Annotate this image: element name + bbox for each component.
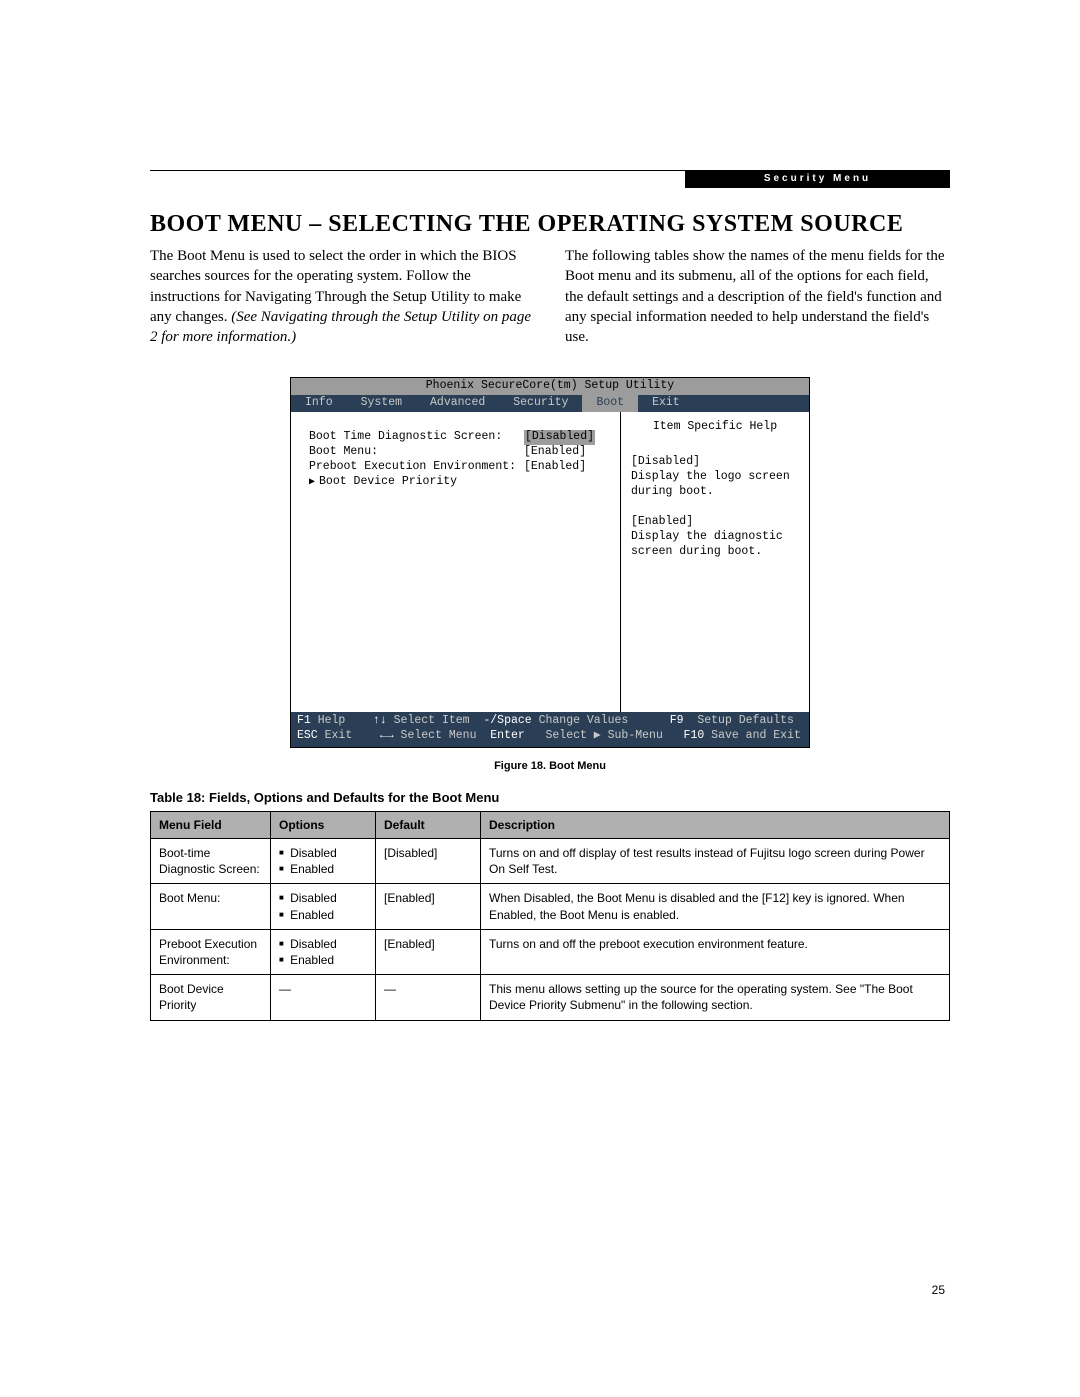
intro-right-text: The following tables show the names of t…: [565, 246, 950, 347]
cell-options: DisabledEnabled: [271, 839, 376, 884]
cell-description: This menu allows setting up the source f…: [481, 975, 950, 1020]
bios-footer-text: Select Menu: [394, 729, 491, 744]
bios-footer-text: Save and Exit: [704, 729, 801, 744]
bios-left-pane: Boot Time Diagnostic Screen:[Disabled]Bo…: [291, 412, 621, 712]
cell-description: When Disabled, the Boot Menu is disabled…: [481, 884, 950, 929]
page-number: 25: [932, 1283, 945, 1297]
option-item: Enabled: [279, 952, 367, 968]
cell-menu-field: Preboot Execution Environment:: [151, 929, 271, 974]
bios-setting-label: Boot Menu:: [309, 445, 524, 460]
bios-footer-text: Select Item: [387, 714, 484, 729]
table-row: Boot Menu:DisabledEnabled[Enabled]When D…: [151, 884, 950, 929]
cell-default: [Enabled]: [376, 929, 481, 974]
bios-setting-value: [Enabled]: [524, 460, 586, 475]
cell-menu-field: Boot Menu:: [151, 884, 271, 929]
bios-footer-text: Setup Defaults: [684, 714, 794, 729]
cell-menu-field: Boot Device Priority: [151, 975, 271, 1020]
option-item: Enabled: [279, 861, 367, 877]
cell-description: Turns on and off the preboot execution e…: [481, 929, 950, 974]
bios-footer-text: Exit: [318, 729, 380, 744]
option-item: Disabled: [279, 936, 367, 952]
cell-default: [Enabled]: [376, 884, 481, 929]
bios-footer-key: ↑↓: [373, 714, 387, 729]
table-header-cell: Menu Field: [151, 812, 271, 839]
bios-help-line: [631, 500, 799, 515]
cell-options: —: [271, 975, 376, 1020]
bios-setting-value: [Disabled]: [524, 430, 595, 445]
bios-setting-row: Boot Time Diagnostic Screen:[Disabled]: [309, 430, 612, 445]
table-header-cell: Description: [481, 812, 950, 839]
bios-footer-key: F1: [297, 714, 311, 729]
bios-footer-key: ESC: [297, 729, 318, 744]
cell-menu-field: Boot-time Diagnostic Screen:: [151, 839, 271, 884]
bios-footer-key: F10: [684, 729, 705, 744]
bios-footer-key: F9: [670, 714, 684, 729]
bios-tab: Exit: [638, 395, 694, 412]
bios-footer-text: Change Values: [532, 714, 670, 729]
bios-tab: Advanced: [416, 395, 499, 412]
bios-tab: Info: [291, 395, 347, 412]
figure-caption: Figure 18. Boot Menu: [150, 760, 950, 772]
boot-menu-table: Menu FieldOptionsDefaultDescription Boot…: [150, 811, 950, 1021]
page-title: BOOT MENU – SELECTING THE OPERATING SYST…: [150, 211, 950, 238]
bios-help-title: Item Specific Help: [631, 420, 799, 435]
bios-footer-key: ←→: [380, 729, 394, 744]
table-header-cell: Default: [376, 812, 481, 839]
bios-footer-text: Select ▶ Sub-Menu: [525, 729, 684, 744]
bios-title: Phoenix SecureCore(tm) Setup Utility: [291, 378, 809, 395]
bios-tab-bar: InfoSystemAdvancedSecurityBootExit: [291, 395, 809, 412]
bios-tab: Boot: [582, 395, 638, 412]
bios-setting-row: Preboot Execution Environment:[Enabled]: [309, 460, 612, 475]
cell-options: DisabledEnabled: [271, 884, 376, 929]
bios-help-pane: Item Specific Help [Disabled]Display the…: [621, 412, 809, 712]
option-item: Disabled: [279, 890, 367, 906]
table-row: Preboot Execution Environment:DisabledEn…: [151, 929, 950, 974]
bios-tab: System: [347, 395, 416, 412]
bios-help-line: Display the logo screen: [631, 470, 799, 485]
bios-help-line: [Enabled]: [631, 515, 799, 530]
header-label: Security Menu: [685, 170, 950, 188]
cell-options: DisabledEnabled: [271, 929, 376, 974]
intro-paragraphs: The Boot Menu is used to select the orde…: [150, 246, 950, 347]
option-item: Enabled: [279, 907, 367, 923]
bios-tab: Security: [499, 395, 582, 412]
table-row: Boot Device Priority——This menu allows s…: [151, 975, 950, 1020]
cell-default: [Disabled]: [376, 839, 481, 884]
bios-setting-label: Preboot Execution Environment:: [309, 460, 524, 475]
table-row: Boot-time Diagnostic Screen:DisabledEnab…: [151, 839, 950, 884]
option-item: Disabled: [279, 845, 367, 861]
bios-setting-label: Boot Time Diagnostic Screen:: [309, 430, 524, 445]
table-title: Table 18: Fields, Options and Defaults f…: [150, 790, 950, 805]
cell-default: —: [376, 975, 481, 1020]
bios-setting-row: Boot Menu:[Enabled]: [309, 445, 612, 460]
bios-help-line: screen during boot.: [631, 545, 799, 560]
bios-help-line: during boot.: [631, 485, 799, 500]
bios-help-line: Display the diagnostic: [631, 530, 799, 545]
cell-description: Turns on and off display of test results…: [481, 839, 950, 884]
bios-submenu-item: ▶Boot Device Priority: [309, 475, 612, 490]
table-header-cell: Options: [271, 812, 376, 839]
bios-footer-key: Enter: [490, 729, 525, 744]
bios-footer: F1 Help ↑↓ Select Item -/Space Change Va…: [291, 712, 809, 747]
bios-footer-key: -/Space: [483, 714, 531, 729]
bios-help-line: [Disabled]: [631, 455, 799, 470]
bios-footer-text: Help: [311, 714, 373, 729]
bios-screenshot: Phoenix SecureCore(tm) Setup Utility Inf…: [290, 377, 810, 748]
bios-setting-value: [Enabled]: [524, 445, 586, 460]
